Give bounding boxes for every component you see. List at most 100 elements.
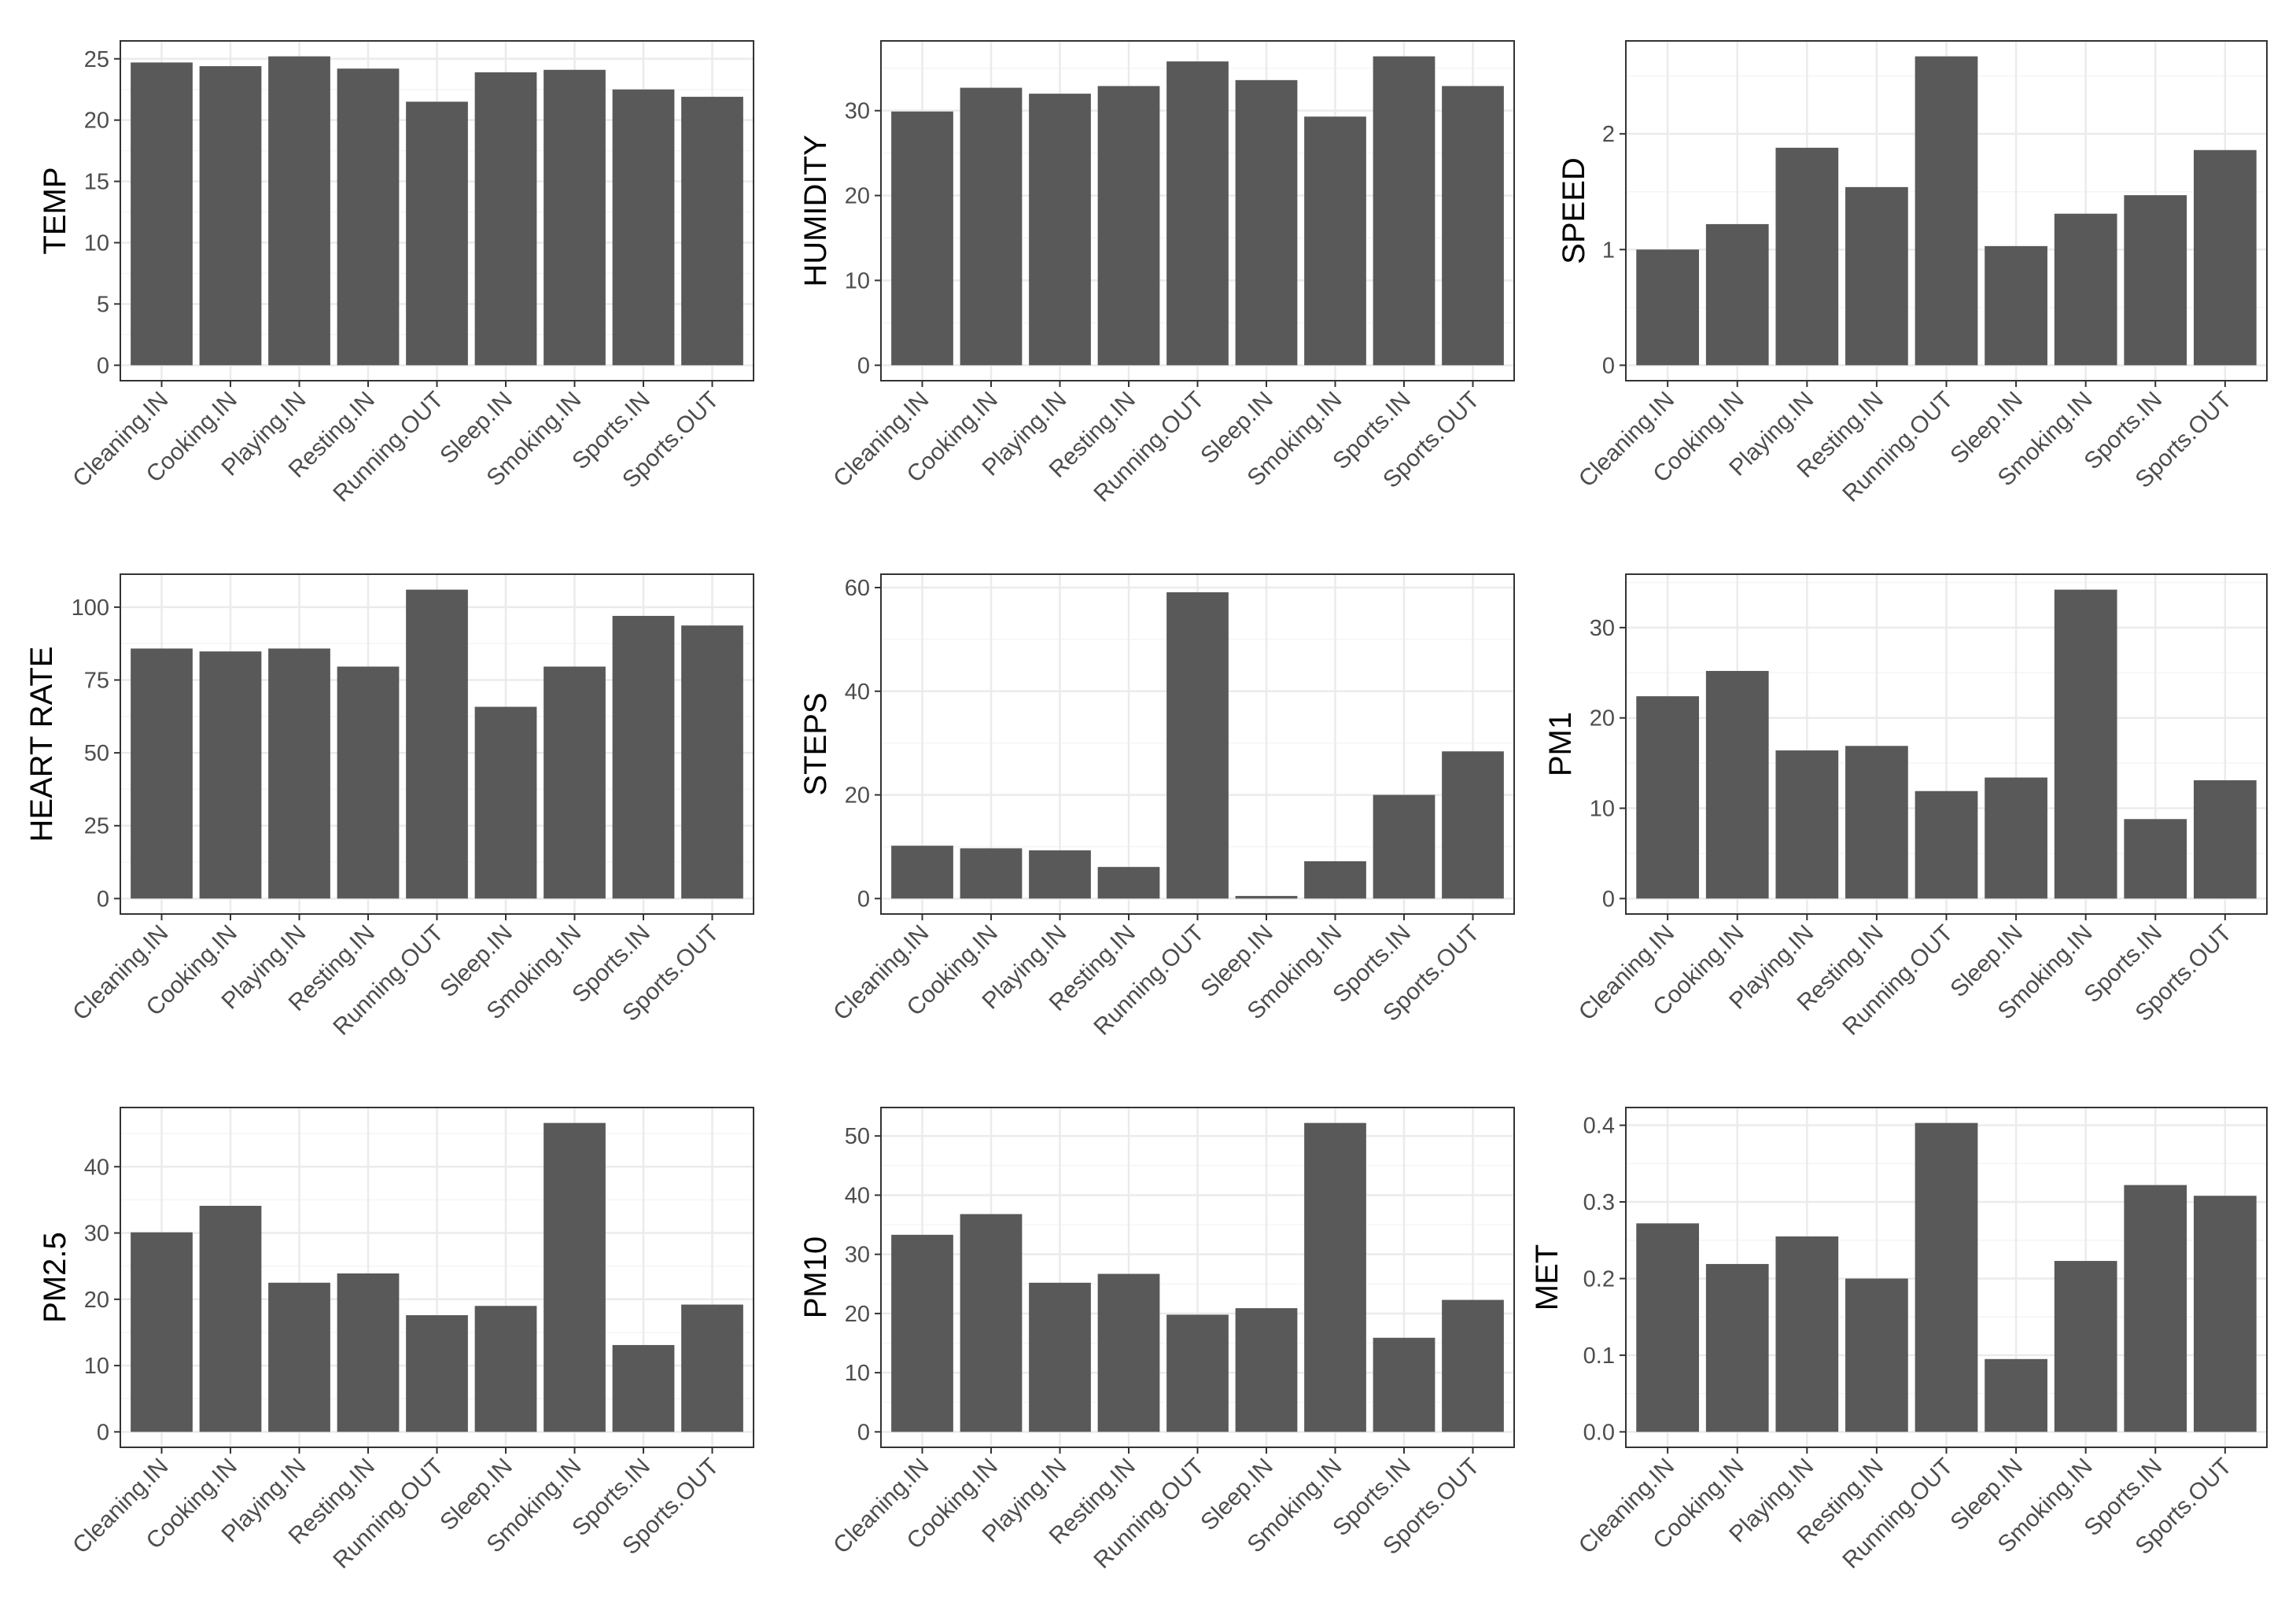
bar-sports-out xyxy=(1442,751,1504,899)
bar-smoking-in xyxy=(2054,589,2117,899)
y-axis-title: PM2.5 xyxy=(38,1232,72,1323)
y-tick-label: 40 xyxy=(845,1183,870,1208)
bar-cooking-in xyxy=(960,848,1023,899)
bar-resting-in xyxy=(1097,867,1160,899)
bar-sports-out xyxy=(2193,1196,2257,1432)
bar-running-out xyxy=(406,101,468,366)
bar-sports-in xyxy=(2124,1185,2187,1432)
y-tick-label: 20 xyxy=(84,1288,109,1313)
bar-cleaning-in xyxy=(891,846,953,899)
y-tick-label: 50 xyxy=(84,741,109,766)
y-tick-label: 0 xyxy=(97,353,109,378)
bar-playing-in xyxy=(1029,94,1091,366)
bar-sleep-in xyxy=(1985,1358,2047,1432)
bar-playing-in xyxy=(268,648,330,899)
y-tick-label: 0.2 xyxy=(1583,1266,1615,1292)
bar-sports-out xyxy=(1442,1299,1504,1432)
bar-running-out xyxy=(1915,56,1978,366)
bar-smoking-in xyxy=(2054,1261,2117,1432)
y-tick-label: 30 xyxy=(845,99,870,124)
y-tick-label: 0 xyxy=(857,1420,870,1445)
y-axis-title: MET xyxy=(1530,1244,1564,1310)
y-tick-label: 0 xyxy=(97,1420,109,1445)
y-tick-label: 15 xyxy=(84,170,109,195)
bar-smoking-in xyxy=(1304,1122,1366,1432)
y-axis-title: HUMIDITY xyxy=(798,135,833,286)
y-tick-label: 20 xyxy=(845,1302,870,1327)
y-tick-label: 40 xyxy=(84,1155,109,1180)
bar-cleaning-in xyxy=(131,62,193,366)
y-tick-label: 25 xyxy=(84,814,109,839)
bar-sleep-in xyxy=(1235,1308,1298,1432)
bar-sports-in xyxy=(1373,794,1435,899)
y-tick-label: 0 xyxy=(1602,886,1615,912)
bar-resting-in xyxy=(337,68,400,366)
bar-sports-in xyxy=(2124,195,2187,366)
bar-smoking-in xyxy=(544,1122,606,1432)
y-tick-label: 0 xyxy=(857,353,870,378)
y-tick-label: 0.4 xyxy=(1583,1114,1615,1139)
y-tick-label: 30 xyxy=(845,1243,870,1268)
bar-playing-in xyxy=(1029,850,1091,899)
bar-cleaning-in xyxy=(1636,1223,1700,1432)
y-tick-label: 20 xyxy=(84,109,109,134)
bar-resting-in xyxy=(1845,746,1908,899)
bar-cleaning-in xyxy=(891,1234,953,1432)
y-tick-label: 0 xyxy=(97,886,109,912)
bar-cleaning-in xyxy=(1636,696,1700,899)
bar-smoking-in xyxy=(1304,861,1366,899)
bar-cooking-in xyxy=(960,1214,1023,1432)
bar-playing-in xyxy=(268,56,330,366)
y-tick-label: 0.0 xyxy=(1583,1420,1615,1445)
bar-cooking-in xyxy=(199,66,262,366)
bar-sleep-in xyxy=(474,72,537,366)
bar-sports-out xyxy=(681,625,743,899)
bar-sports-out xyxy=(1442,86,1504,366)
chart-panel-pm1: 0102030Cleaning.INCooking.INPlaying.INRe… xyxy=(1543,573,2268,1041)
y-axis-title: STEPS xyxy=(798,692,833,795)
bar-playing-in xyxy=(1775,147,1839,366)
bar-sleep-in xyxy=(1985,777,2047,899)
bar-resting-in xyxy=(1845,186,1908,366)
bar-cooking-in xyxy=(199,1205,262,1432)
bar-sports-in xyxy=(1373,1337,1435,1432)
y-axis-title: PM1 xyxy=(1543,712,1578,776)
y-tick-label: 25 xyxy=(84,47,109,72)
bar-playing-in xyxy=(1775,750,1839,899)
bar-running-out xyxy=(1166,592,1229,899)
bar-sports-out xyxy=(2193,149,2257,366)
bar-sports-in xyxy=(1373,56,1435,366)
bar-resting-in xyxy=(337,1273,400,1432)
bar-sports-in xyxy=(612,1344,675,1432)
bar-running-out xyxy=(1915,1122,1978,1432)
y-axis-title: SPEED xyxy=(1557,157,1591,264)
y-axis-title: TEMP xyxy=(38,167,72,254)
y-tick-label: 0 xyxy=(857,886,870,912)
bar-sleep-in xyxy=(1985,245,2047,366)
bar-smoking-in xyxy=(2054,213,2117,366)
bar-sleep-in xyxy=(474,1306,537,1432)
bar-resting-in xyxy=(1845,1278,1908,1432)
bar-sleep-in xyxy=(1235,896,1298,899)
bar-cleaning-in xyxy=(131,1232,193,1432)
y-tick-label: 10 xyxy=(84,1354,109,1379)
y-tick-label: 0.1 xyxy=(1583,1343,1615,1369)
bar-resting-in xyxy=(1097,1273,1160,1432)
bar-sleep-in xyxy=(474,706,537,899)
y-tick-label: 75 xyxy=(84,668,109,693)
y-tick-label: 10 xyxy=(845,268,870,293)
bar-cooking-in xyxy=(960,87,1023,366)
bar-playing-in xyxy=(1775,1236,1839,1432)
y-tick-label: 100 xyxy=(72,595,109,621)
bar-cleaning-in xyxy=(891,111,953,366)
bar-resting-in xyxy=(1097,86,1160,366)
y-tick-label: 2 xyxy=(1602,122,1615,147)
y-tick-label: 1 xyxy=(1602,238,1615,263)
bar-cooking-in xyxy=(199,651,262,899)
y-tick-label: 0.3 xyxy=(1583,1190,1615,1215)
bar-playing-in xyxy=(1029,1282,1091,1432)
y-tick-label: 60 xyxy=(845,576,870,601)
bar-running-out xyxy=(1166,61,1229,366)
chart-panel-pm10: 01020304050Cleaning.INCooking.INPlaying.… xyxy=(798,1107,1515,1574)
